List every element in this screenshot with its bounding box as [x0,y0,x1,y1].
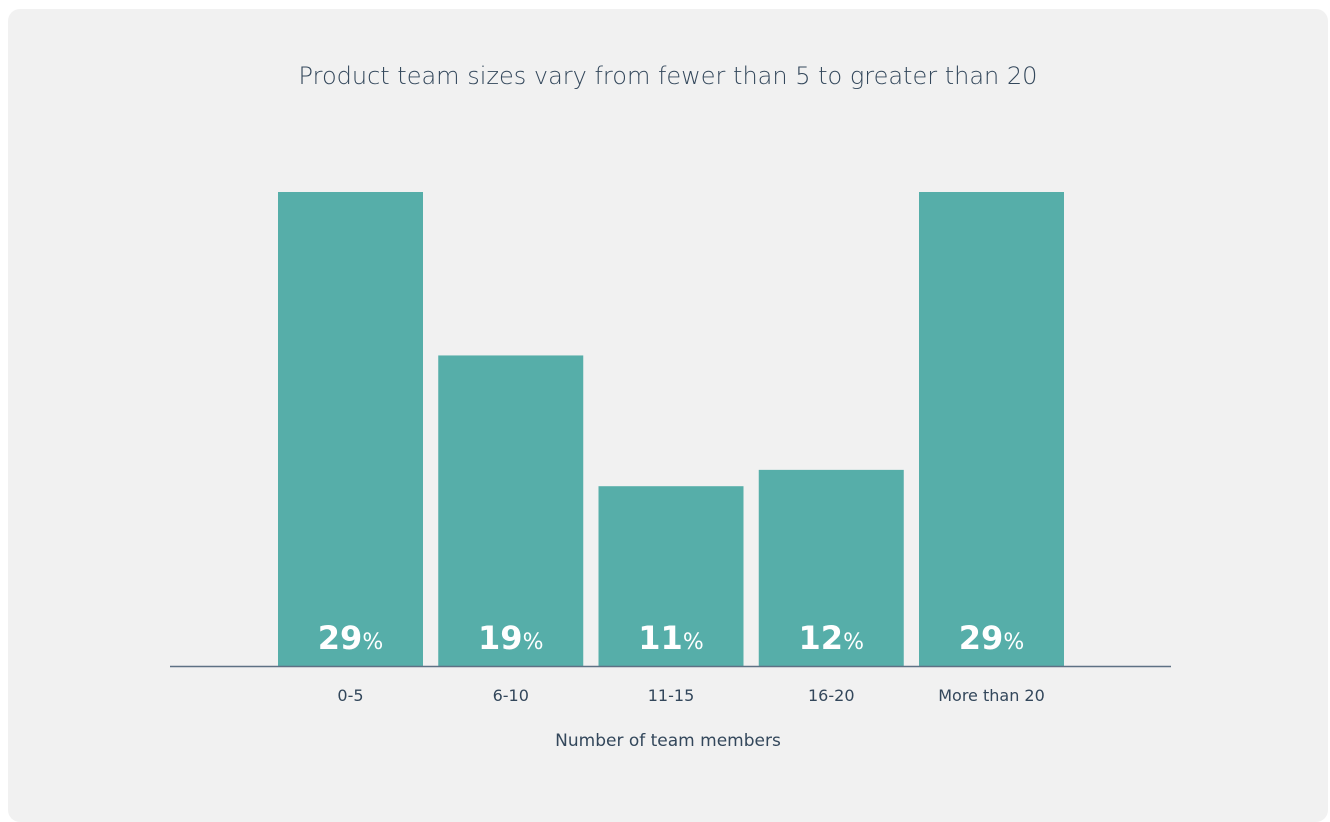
x-axis-title: Number of team members [555,731,781,751]
bar-16-20 [758,469,904,666]
x-tick-label: 0-5 [337,686,363,705]
bar-value-label: 29% [959,619,1024,657]
bar-6-10 [438,355,584,666]
bar-value-label: 12% [799,619,864,657]
chart-title: Product team sizes vary from fewer than … [298,62,1038,90]
bar-value-label: 29% [318,619,383,657]
bar-11-15 [598,486,744,666]
bars-group [278,192,1064,666]
value-labels-group: 29% 19% 11% 12% 29% [318,619,1024,657]
x-tick-label: 6-10 [493,686,529,705]
x-tick-label: 16-20 [808,686,855,705]
x-tick-labels-group: 0-5 6-10 11-15 16-20 More than 20 [337,686,1044,705]
bar-more-than-20 [919,192,1064,666]
x-tick-label: 11-15 [648,686,695,705]
bar-0-5 [278,192,423,666]
chart-card [8,9,1328,822]
x-tick-label: More than 20 [938,686,1045,705]
bar-value-label: 11% [638,619,703,657]
bar-value-label: 19% [478,619,543,657]
